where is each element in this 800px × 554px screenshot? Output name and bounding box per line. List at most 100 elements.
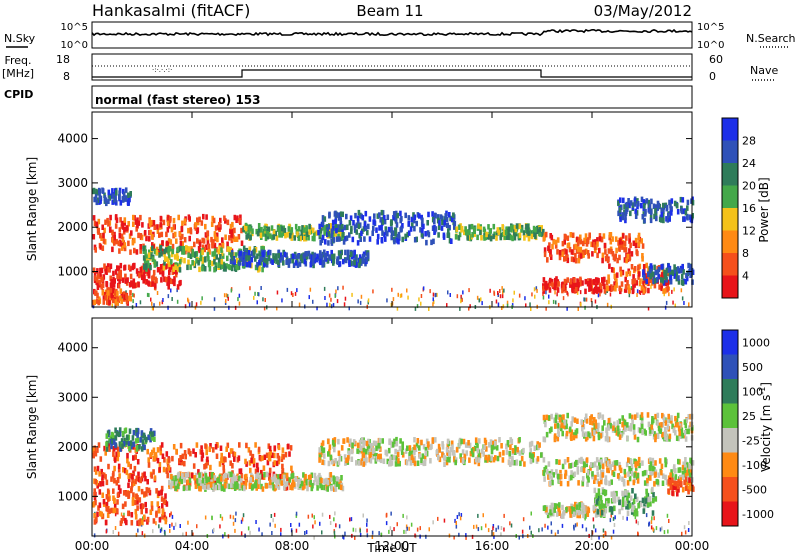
echo-cell [177, 214, 180, 221]
echo-cell [141, 472, 144, 479]
echo-cell [211, 483, 215, 489]
echo-cell [561, 287, 564, 294]
echo-speckle [112, 530, 114, 534]
echo-cell [682, 461, 685, 467]
echo-cell [378, 442, 381, 449]
echo-speckle [352, 527, 355, 532]
echo-cell [546, 257, 549, 263]
echo-cell [577, 254, 581, 261]
echo-cell [126, 452, 129, 459]
echo-cell [669, 270, 672, 276]
echo-cell [533, 445, 537, 451]
echo-cell [318, 223, 321, 230]
echo-cell [141, 503, 145, 509]
echo-cell [302, 472, 305, 478]
echo-cell [167, 284, 170, 290]
echo-cell [596, 241, 599, 247]
echo-cell [627, 504, 630, 510]
echo-cell [582, 252, 585, 258]
echo-cell [198, 216, 201, 223]
echo-cell [232, 473, 235, 479]
echo-cell [640, 416, 644, 422]
echo-cell [370, 442, 373, 449]
echo-cell [454, 234, 458, 240]
echo-speckle [455, 521, 457, 525]
echo-speckle [566, 306, 568, 311]
echo-cell [563, 459, 567, 465]
echo-cell [476, 234, 479, 241]
echo-cell [487, 224, 490, 230]
echo-cell [160, 231, 164, 238]
echo-cell [651, 457, 655, 464]
echo-cell [261, 251, 265, 257]
echo-cell [649, 214, 653, 221]
echo-cell [552, 511, 555, 517]
echo-speckle [630, 286, 633, 291]
echo-cell [115, 190, 118, 196]
echo-cell [115, 430, 119, 437]
echo-cell [554, 417, 558, 424]
echo-cell [622, 197, 625, 204]
echo-cell [111, 246, 114, 253]
echo-cell [307, 235, 310, 241]
echo-cell [538, 231, 542, 237]
echo-cell [612, 496, 615, 502]
echo-cell [323, 216, 327, 222]
echo-speckle [170, 288, 172, 293]
echo-cell [248, 460, 252, 466]
echo-cell [254, 442, 257, 448]
echo-cell [132, 480, 136, 486]
echo-cell [107, 189, 111, 196]
echo-cell [544, 465, 548, 471]
echo-cell [401, 441, 404, 447]
echo-cell [590, 241, 593, 247]
colorbar-swatch [722, 140, 738, 163]
echo-cell [131, 264, 135, 271]
echo-cell [313, 231, 316, 238]
echo-cell [392, 211, 396, 217]
echo-speckle [530, 530, 532, 535]
echo-speckle [518, 535, 520, 540]
echo-cell [463, 454, 467, 460]
echo-cell [623, 468, 627, 475]
echo-cell [644, 498, 648, 504]
echo-cell [574, 461, 577, 467]
echo-cell [592, 242, 596, 248]
echo-cell [393, 227, 397, 233]
echo-cell [575, 504, 579, 510]
echo-speckle [524, 296, 526, 301]
echo-cell [593, 487, 597, 494]
echo-cell [458, 437, 462, 444]
echo-cell [322, 459, 326, 466]
echo-cell [240, 240, 244, 246]
echo-cell [100, 468, 103, 475]
echo-cell [98, 188, 101, 195]
echo-cell [331, 254, 334, 260]
echo-speckle [135, 532, 138, 537]
echo-cell [230, 265, 234, 272]
echo-cell [450, 440, 454, 446]
echo-cell [104, 474, 107, 480]
echo-cell [687, 262, 690, 269]
echo-speckle [211, 515, 213, 520]
echo-cell [449, 446, 453, 453]
echo-cell [633, 434, 637, 440]
echo-cell [393, 438, 396, 445]
echo-cell [99, 271, 102, 277]
echo-speckle [224, 532, 226, 537]
echo-cell [245, 473, 248, 480]
echo-cell [159, 449, 163, 456]
echo-cell [676, 412, 680, 419]
echo-cell [643, 277, 647, 284]
echo-cell [124, 517, 127, 524]
echo-cell [159, 269, 162, 275]
echo-cell [453, 456, 456, 462]
echo-speckle [329, 514, 331, 519]
echo-cell [490, 455, 493, 461]
echo-cell [317, 229, 320, 236]
echo-cell [113, 234, 116, 241]
echo-cell [275, 235, 279, 241]
echo-cell [362, 254, 365, 261]
echo-speckle [542, 295, 545, 300]
echo-cell [313, 472, 317, 479]
